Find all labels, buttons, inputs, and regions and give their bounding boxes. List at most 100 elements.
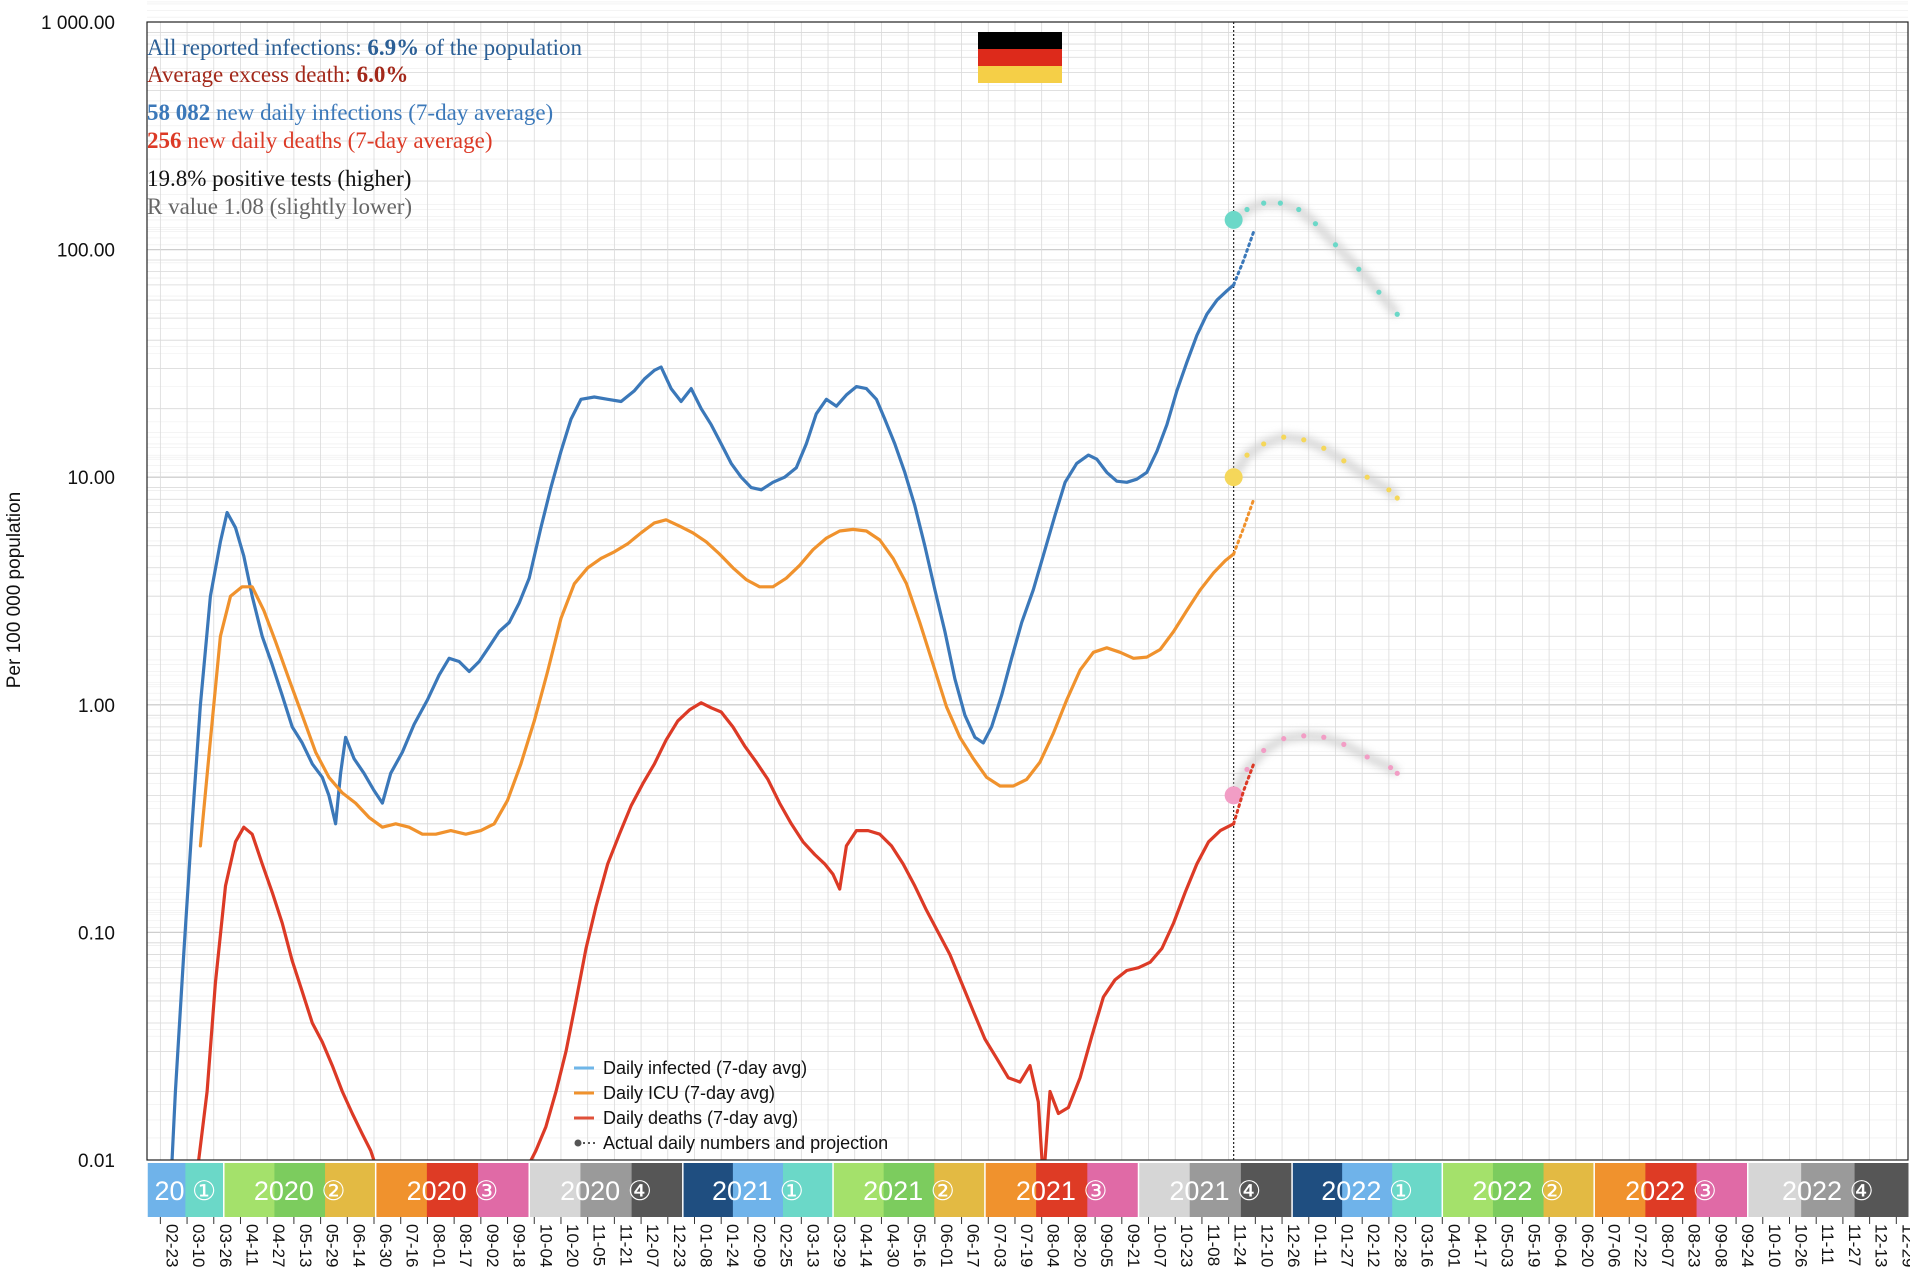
x-tick-label: 06-30 bbox=[376, 1224, 395, 1267]
legend-swatch-projection-dot bbox=[574, 1139, 582, 1147]
x-tick-label: 01-27 bbox=[1337, 1224, 1356, 1267]
x-tick-label: 12-23 bbox=[670, 1224, 689, 1267]
plot-background bbox=[147, 22, 1908, 1160]
quarter-month-block bbox=[833, 1163, 885, 1217]
quarter-month-block bbox=[580, 1163, 633, 1217]
quarter-band: 20 ① 2020 ② 2020 ③ 2020 ④ 2021 ① 2021 ② 2021 ③… bbox=[146, 1163, 1909, 1217]
quarter-label: 2021 ④ bbox=[1169, 1176, 1261, 1206]
x-tick-label: 06-01 bbox=[937, 1224, 956, 1267]
forecast-point bbox=[1244, 206, 1250, 213]
forecast-point bbox=[1332, 242, 1339, 248]
y-tick-label: 10.00 bbox=[67, 468, 115, 489]
x-tick-label: 07-06 bbox=[1605, 1224, 1624, 1267]
quarter-month-block bbox=[147, 1163, 186, 1217]
forecast-point bbox=[1321, 445, 1327, 451]
x-tick-label: 03-10 bbox=[189, 1224, 208, 1267]
quarter-month-block bbox=[1747, 1163, 1802, 1217]
plot-frame bbox=[146, 21, 1909, 1161]
quarter-month-block bbox=[1543, 1163, 1595, 1217]
flag-stripe-gold bbox=[978, 66, 1062, 83]
x-tick-label: 11-11 bbox=[1818, 1224, 1837, 1265]
quarter-month-block bbox=[1189, 1163, 1242, 1217]
x-tick-label: 08-20 bbox=[1070, 1224, 1089, 1267]
quarter-label: 2022 ③ bbox=[1625, 1176, 1717, 1206]
forecast-point bbox=[1321, 734, 1327, 740]
x-tick-label: 03-13 bbox=[803, 1224, 822, 1267]
legend-label-deaths: Daily deaths (7-day avg) bbox=[603, 1108, 798, 1128]
forecast-point bbox=[1296, 206, 1302, 213]
x-tick-label: 11-24 bbox=[1231, 1224, 1250, 1266]
quarter-month-block bbox=[1342, 1163, 1393, 1217]
series-line-3 bbox=[529, 701, 1236, 1160]
legend-label-icu: Daily ICU (7-day avg) bbox=[603, 1083, 775, 1103]
forecast-start-marker bbox=[1224, 210, 1243, 229]
x-tick-label: 02-28 bbox=[1391, 1224, 1410, 1267]
x-tick-label: 09-08 bbox=[1711, 1224, 1730, 1267]
x-tick-label: 02-25 bbox=[777, 1224, 796, 1267]
x-tick-label: 07-19 bbox=[1017, 1224, 1036, 1267]
quarter-month-block bbox=[274, 1163, 326, 1217]
quarter-label: 2020 ③ bbox=[407, 1176, 499, 1206]
x-tick-label: 05-16 bbox=[910, 1224, 929, 1267]
info-daily-infections: 58 082 new daily infections (7-day avera… bbox=[147, 100, 553, 125]
info-panel: All reported infections: 6.9% of the pop… bbox=[147, 35, 582, 219]
x-tick-label: 01-24 bbox=[723, 1224, 742, 1267]
quarter-label: 2021 ② bbox=[863, 1176, 955, 1206]
forecast-point bbox=[1244, 452, 1250, 458]
x-tick-label: 04-27 bbox=[269, 1224, 288, 1267]
quarter-month-block bbox=[782, 1163, 834, 1217]
x-tick-label: 10-23 bbox=[1177, 1224, 1196, 1267]
forecast-point bbox=[1281, 736, 1287, 742]
forecast-point bbox=[1364, 754, 1370, 760]
x-tick-label: 10-04 bbox=[536, 1224, 555, 1267]
x-tick-label: 11-27 bbox=[1845, 1224, 1864, 1266]
quarter-month-block bbox=[1087, 1163, 1140, 1217]
forecast-point bbox=[1261, 200, 1267, 206]
forecast-point bbox=[1261, 441, 1267, 447]
x-tick-label: 05-19 bbox=[1524, 1224, 1543, 1267]
x-tick-label: 10-07 bbox=[1151, 1224, 1170, 1267]
x-tick-label: 06-17 bbox=[964, 1224, 983, 1267]
x-tick-label: 05-29 bbox=[323, 1224, 342, 1267]
flag-stripe-red bbox=[978, 49, 1062, 66]
forecast-shadow-2 bbox=[1229, 731, 1401, 798]
legend-label-projection: Actual daily numbers and projection bbox=[603, 1133, 888, 1153]
series-line-2 bbox=[197, 825, 376, 1160]
x-tick-label: 09-02 bbox=[483, 1224, 502, 1267]
forecast-point bbox=[1281, 434, 1287, 440]
quarter-month-block bbox=[1696, 1163, 1749, 1217]
quarter-month-block bbox=[1594, 1163, 1646, 1217]
x-tick-label: 08-17 bbox=[456, 1224, 475, 1267]
quarter-month-block bbox=[1492, 1163, 1545, 1217]
x-tick-label: 04-01 bbox=[1444, 1224, 1463, 1267]
x-tick-label: 02-23 bbox=[162, 1224, 181, 1267]
x-tick-label: 09-21 bbox=[1124, 1224, 1143, 1267]
x-tick-label: 07-22 bbox=[1631, 1224, 1650, 1267]
x-tick-label: 10-10 bbox=[1765, 1224, 1784, 1267]
y-tick-label: 1.00 bbox=[78, 696, 115, 717]
x-tick-label: 08-23 bbox=[1685, 1224, 1704, 1267]
forecast-markers bbox=[1224, 198, 1401, 805]
y-tick-label: 1 000.00 bbox=[41, 13, 115, 34]
info-daily-deaths: 256 new daily deaths (7-day average) bbox=[147, 128, 493, 153]
quarter-month-block bbox=[631, 1163, 684, 1217]
quarter-month-block bbox=[1240, 1163, 1293, 1217]
forecast-point bbox=[1312, 221, 1319, 227]
y-tick-label: 0.10 bbox=[78, 923, 115, 944]
quarter-month-block bbox=[529, 1163, 581, 1217]
quarter-label: 2021 ③ bbox=[1016, 1176, 1108, 1206]
forecast-point bbox=[1394, 495, 1400, 501]
x-tick-label: 07-03 bbox=[990, 1224, 1009, 1267]
x-tick-label: 06-04 bbox=[1551, 1224, 1570, 1267]
quarter-month-block bbox=[1854, 1163, 1909, 1217]
x-tick-label: 09-24 bbox=[1738, 1224, 1757, 1267]
y-tick-label: 100.00 bbox=[57, 241, 115, 262]
x-tick-label: 03-29 bbox=[830, 1224, 849, 1267]
forecast-point bbox=[1341, 458, 1347, 464]
forecast-point bbox=[1394, 770, 1400, 776]
forecast-start-marker bbox=[1224, 468, 1243, 487]
quarter-month-block bbox=[426, 1163, 479, 1217]
x-tick-label: 04-30 bbox=[883, 1224, 902, 1267]
quarter-month-block bbox=[732, 1163, 784, 1217]
